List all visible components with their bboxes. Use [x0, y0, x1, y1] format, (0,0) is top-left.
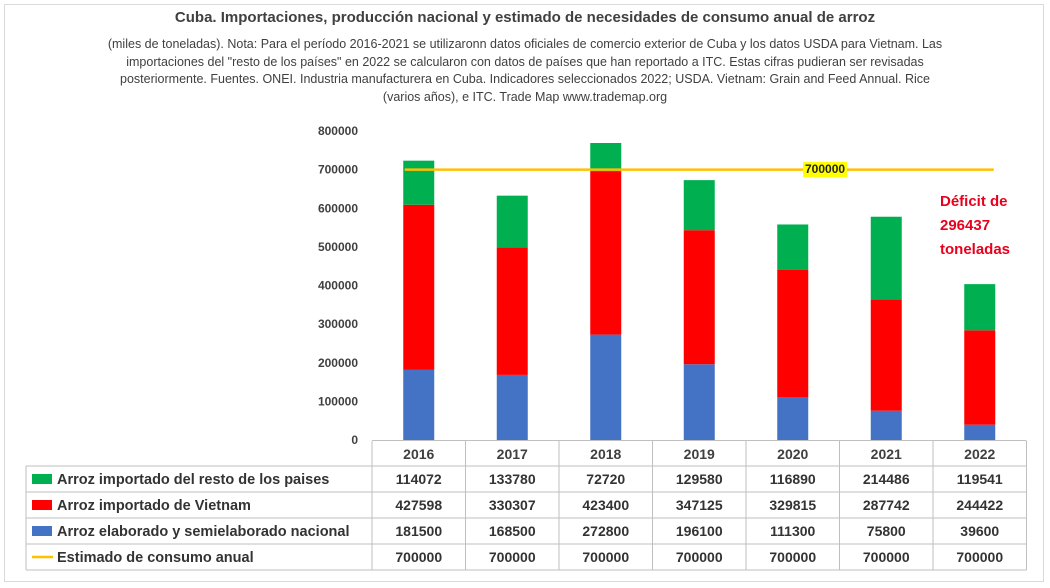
y-tick-label-1: 100000	[318, 394, 358, 408]
y-tick-label-2: 200000	[318, 356, 358, 370]
table-cell-1-2020: 329815	[769, 497, 816, 513]
bar-2017-series-0	[496, 374, 528, 440]
table-cell-1-2018: 423400	[582, 497, 629, 513]
table-cell-1-2021: 287742	[863, 497, 910, 513]
x-tick-label-2021: 2021	[871, 446, 902, 462]
bar-2019-series-1	[683, 230, 715, 365]
chart-frame	[4, 4, 1044, 582]
bar-2021-series-0	[870, 410, 902, 440]
table-cell-2-2021: 214486	[863, 471, 910, 487]
y-tick-label-5: 500000	[318, 240, 358, 254]
legend-swatch-2	[32, 474, 52, 484]
table-cell-3-2022: 700000	[956, 549, 1003, 565]
table-cell-3-2019: 700000	[676, 549, 723, 565]
bar-2016-series-2	[403, 160, 435, 205]
bar-2018-series-0	[590, 334, 622, 440]
chart-subtitle: (miles de toneladas). Nota: Para el perí…	[107, 37, 943, 104]
table-cell-0-2018: 272800	[582, 523, 629, 539]
x-tick-label-2019: 2019	[684, 446, 715, 462]
bar-2021-series-1	[870, 299, 902, 411]
y-tick-label-8: 800000	[318, 124, 358, 138]
table-cell-1-2019: 347125	[676, 497, 723, 513]
table-cell-3-2017: 700000	[489, 549, 536, 565]
bar-2020-series-0	[777, 397, 809, 440]
x-tick-label-2022: 2022	[964, 446, 995, 462]
x-tick-label-2018: 2018	[590, 446, 621, 462]
bar-2021-series-2	[870, 216, 902, 300]
legend-label-0: Arroz elaborado y semielaborado nacional	[57, 524, 350, 540]
deficit-annotation: Déficit de 296437 toneladas	[940, 193, 1011, 258]
table-cell-1-2016: 427598	[395, 497, 442, 513]
bar-2019-series-2	[683, 180, 715, 231]
legend-swatch-1	[32, 500, 52, 510]
y-tick-label-6: 600000	[318, 201, 358, 215]
bar-2017-series-2	[496, 195, 528, 248]
table-cell-2-2018: 72720	[586, 471, 625, 487]
bar-2016-series-0	[403, 369, 435, 440]
table-cell-2-2020: 116890	[770, 471, 816, 487]
table-cell-0-2016: 181500	[395, 523, 442, 539]
consumption-line-label: 700000	[803, 162, 848, 177]
y-tick-label-7: 700000	[318, 163, 358, 177]
bar-2020-series-2	[777, 224, 809, 270]
y-tick-label-0: 0	[351, 433, 358, 447]
legend-label-3: Estimado de consumo anual	[57, 550, 254, 566]
chart-title: Cuba. Importaciones, producción nacional…	[174, 9, 876, 26]
bar-2022-series-1	[964, 330, 996, 425]
y-tick-label-4: 400000	[318, 279, 358, 293]
legend-label-1: Arroz importado de Vietnam	[57, 498, 251, 514]
x-tick-label-2017: 2017	[497, 446, 528, 462]
bar-2022-series-2	[964, 284, 996, 331]
bar-2017-series-1	[496, 247, 528, 375]
table-cell-3-2016: 700000	[395, 549, 442, 565]
table-cell-2-2016: 114072	[396, 471, 442, 487]
bar-2016-series-1	[403, 204, 435, 370]
table-cell-3-2021: 700000	[863, 549, 910, 565]
x-tick-label-2020: 2020	[777, 446, 808, 462]
table-cell-0-2017: 168500	[489, 523, 536, 539]
bar-2019-series-0	[683, 364, 715, 440]
bar-2022-series-0	[964, 424, 996, 440]
table-cell-3-2018: 700000	[582, 549, 629, 565]
bar-2020-series-1	[777, 269, 809, 398]
y-tick-label-3: 300000	[318, 317, 358, 331]
legend-label-2: Arroz importado del resto de los paises	[57, 472, 329, 488]
bar-2018-series-1	[590, 171, 622, 335]
table-cell-1-2017: 330307	[489, 497, 536, 513]
table-cell-1-2022: 244422	[956, 497, 1003, 513]
table-cell-0-2021: 75800	[867, 523, 906, 539]
table-cell-0-2022: 39600	[960, 523, 999, 539]
table-cell-2-2022: 119541	[957, 471, 1003, 487]
table-cell-0-2020: 111300	[770, 523, 815, 539]
legend-swatch-0	[32, 526, 52, 536]
table-cell-2-2019: 129580	[676, 471, 723, 487]
x-tick-label-2016: 2016	[403, 446, 434, 462]
table-cell-2-2017: 133780	[489, 471, 536, 487]
table-cell-3-2020: 700000	[769, 549, 816, 565]
table-cell-0-2019: 196100	[676, 523, 723, 539]
bar-2018-series-2	[590, 143, 622, 172]
